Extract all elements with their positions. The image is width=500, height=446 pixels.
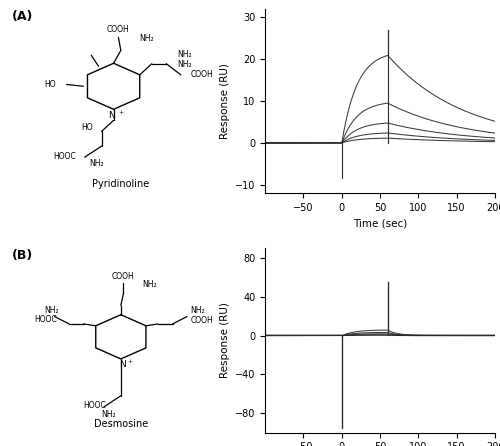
Text: COOH: COOH — [190, 316, 214, 325]
Text: Pyridinoline: Pyridinoline — [92, 179, 150, 189]
Text: COOH: COOH — [112, 272, 134, 281]
Text: HO: HO — [44, 80, 56, 89]
Text: HOOC: HOOC — [84, 401, 106, 410]
Text: N: N — [118, 360, 126, 369]
Text: HO: HO — [82, 123, 93, 132]
Text: NH₂: NH₂ — [177, 50, 192, 59]
Text: NH₂: NH₂ — [139, 34, 154, 43]
Text: NH₂: NH₂ — [177, 60, 192, 69]
Text: NH₂: NH₂ — [142, 280, 157, 289]
Y-axis label: Response (RU): Response (RU) — [220, 63, 230, 139]
Text: NH₂: NH₂ — [102, 410, 116, 419]
Text: (B): (B) — [12, 249, 34, 262]
Text: N: N — [108, 111, 115, 120]
Text: NH₂: NH₂ — [44, 306, 59, 314]
X-axis label: Time (sec): Time (sec) — [353, 219, 407, 228]
Text: HOOC: HOOC — [34, 315, 57, 324]
Text: HOOC: HOOC — [54, 152, 76, 161]
Text: (A): (A) — [12, 10, 34, 23]
Text: +: + — [118, 110, 124, 115]
Text: Desmosine: Desmosine — [94, 419, 148, 429]
Text: COOH: COOH — [190, 70, 213, 79]
Text: NH₂: NH₂ — [90, 159, 104, 168]
Y-axis label: Response (RU): Response (RU) — [220, 302, 230, 379]
Text: NH₂: NH₂ — [190, 306, 206, 314]
Text: +: + — [128, 359, 132, 363]
Text: COOH: COOH — [107, 25, 130, 34]
